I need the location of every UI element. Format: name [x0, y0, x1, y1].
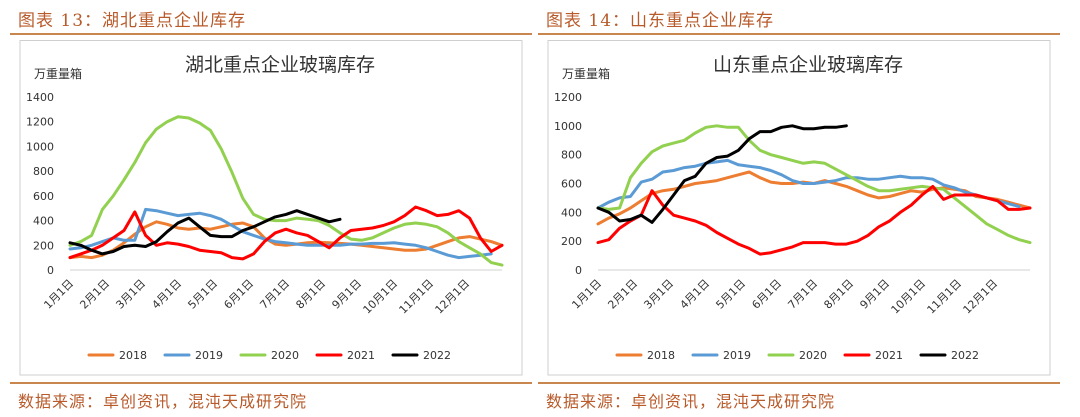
figure-13-title: 图表 13：湖北重点企业库存 — [18, 6, 246, 31]
chart0-legend-label-2018: 2018 — [119, 349, 147, 362]
chart0-legend-label-2022: 2022 — [423, 349, 451, 362]
chart0-y-tick-800: 800 — [33, 165, 54, 178]
chart1-y-tick-600: 600 — [561, 178, 582, 191]
chart0-y-tick-200: 200 — [33, 239, 54, 252]
chart1-y-tick-200: 200 — [561, 235, 582, 248]
chart1-legend-label-2019: 2019 — [723, 349, 751, 362]
chart0-y-tick-1200: 1200 — [26, 116, 54, 129]
chart1-legend-label-2020: 2020 — [799, 349, 827, 362]
chart1-frame — [548, 41, 1050, 376]
chart1-y-tick-400: 400 — [561, 206, 582, 219]
chart1-legend-label-2022: 2022 — [951, 349, 979, 362]
figure-13-bottom-rule — [10, 382, 532, 384]
chart1-y-tick-1200: 1200 — [554, 91, 582, 104]
chart0-legend-label-2019: 2019 — [195, 349, 223, 362]
figure-13: 图表 13：湖北重点企业库存 湖北重点企业玻璃库存万重量箱 0 200 400 600 8… — [10, 0, 542, 417]
chart0-y-tick-0: 0 — [47, 264, 54, 277]
chart0-y-tick-600: 600 — [33, 190, 54, 203]
chart0-legend-label-2021: 2021 — [347, 349, 375, 362]
chart0-y-unit-label: 万重量箱 — [34, 66, 82, 81]
figure-13-top-rule — [10, 33, 532, 35]
chart0-y-tick-1400: 1400 — [26, 91, 54, 104]
chart1-y-tick-800: 800 — [561, 149, 582, 162]
chart0-frame — [20, 41, 522, 376]
chart0-legend-label-2020: 2020 — [271, 349, 299, 362]
chart0-y-tick-400: 400 — [33, 215, 54, 228]
figure-13-source: 数据来源：卓创资讯，混沌天成研究院 — [18, 388, 307, 412]
chart1-y-unit-label: 万重量箱 — [562, 66, 610, 81]
chart0-y-tick-1000: 1000 — [26, 140, 54, 153]
figure-14: 图表 14：山东重点企业库存 山东重点企业玻璃库存万重量箱 0 200 400 600 8… — [538, 0, 1070, 417]
hubei-inventory-chart: 湖北重点企业玻璃库存万重量箱02004006008001000120014001… — [10, 40, 532, 376]
chart1-legend-label-2021: 2021 — [875, 349, 903, 362]
chart1-legend-label-2018: 2018 — [647, 349, 675, 362]
chart1-title: 山东重点企业玻璃库存 — [713, 54, 903, 76]
figure-14-source: 数据来源：卓创资讯，混沌天成研究院 — [546, 388, 835, 412]
figure-14-title: 图表 14：山东重点企业库存 — [546, 6, 774, 31]
figure-14-bottom-rule — [538, 382, 1060, 384]
chart0-title: 湖北重点企业玻璃库存 — [185, 54, 375, 76]
chart1-y-tick-1000: 1000 — [554, 120, 582, 133]
chart1-y-tick-0: 0 — [575, 264, 582, 277]
figure-14-top-rule — [538, 33, 1060, 35]
